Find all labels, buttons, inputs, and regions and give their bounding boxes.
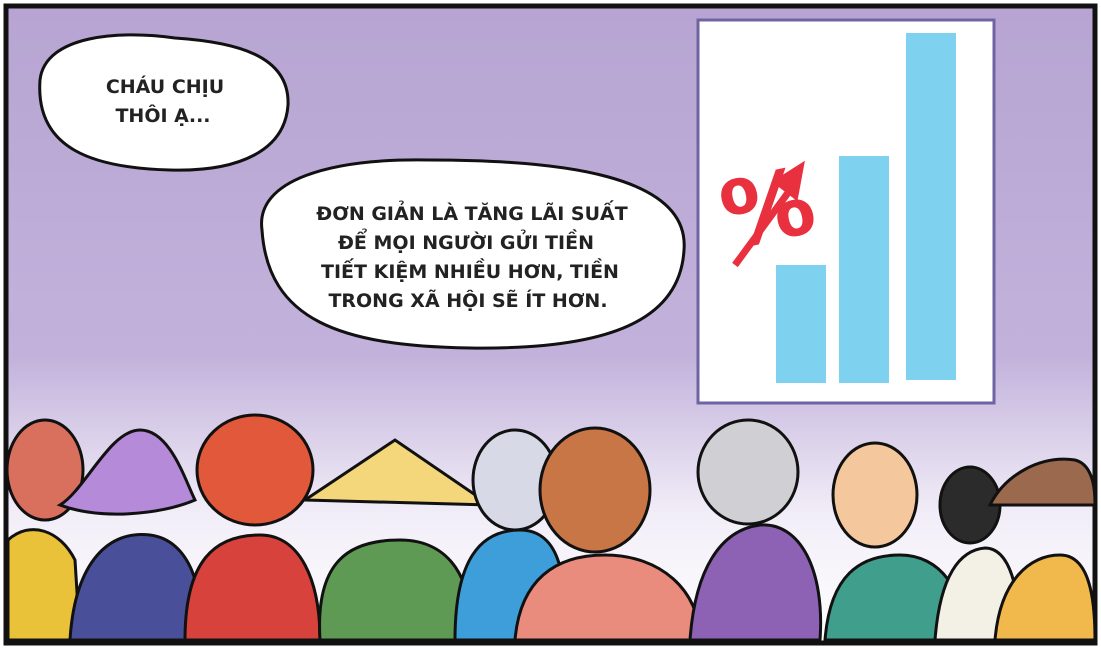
bubble-line: THÔI Ạ... [115,103,210,127]
speech-bubble [40,35,288,170]
comic-panel: CHÁU CHỊU THÔI Ạ... ĐƠN GIẢN LÀ TĂNG LÃI… [0,0,1101,649]
board-bar [776,265,826,383]
person-head [540,428,650,552]
person-head [698,420,798,524]
bubble-line: CHÁU CHỊU [106,75,224,98]
person-head [833,443,917,547]
helmet [197,415,313,525]
board-bar [906,33,956,380]
bubble-line: ĐƠN GIẢN LÀ TĂNG LÃI SUẤT [316,199,627,225]
bubble-line: TRONG XÃ HỘI SẼ ÍT HƠN. [328,288,607,312]
bubble-line: ĐỂ MỌI NGƯỜI GỬI TIỀN [338,228,594,254]
board-bar [839,156,889,383]
bubble-line: TIẾT KIỆM NHIỀU HƠN, TIỀN [321,257,619,283]
